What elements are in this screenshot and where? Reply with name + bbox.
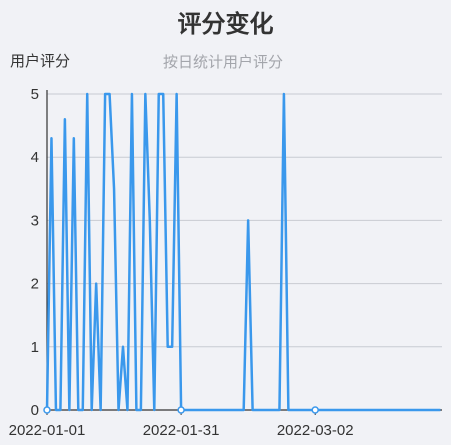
y-tick-label: 2	[31, 276, 39, 293]
y-tick-label: 0	[31, 402, 39, 419]
chart-title: 评分变化	[177, 11, 274, 38]
series-line	[45, 92, 441, 412]
chart-subtitle: 按日统计用户评分	[163, 54, 284, 71]
y-tick-label: 4	[31, 149, 39, 166]
y-tick-label: 1	[31, 339, 39, 356]
data-point	[43, 406, 51, 414]
x-tick-label: 2022-01-01	[9, 422, 86, 439]
y-tick-label: 5	[31, 86, 39, 103]
grid-lines	[47, 93, 442, 348]
x-tick-label: 2022-03-02	[277, 422, 354, 439]
series-layer	[43, 92, 441, 414]
tick-labels: 0 1 2 3 4 5 2022-01-01 2022-01-31 2022-03-02	[9, 86, 354, 439]
y-tick-label: 3	[31, 212, 39, 229]
data-point	[311, 406, 319, 414]
x-tick-label: 2022-01-31	[143, 422, 220, 439]
data-point	[177, 406, 185, 414]
y-axis-label: 用户评分	[10, 53, 71, 70]
